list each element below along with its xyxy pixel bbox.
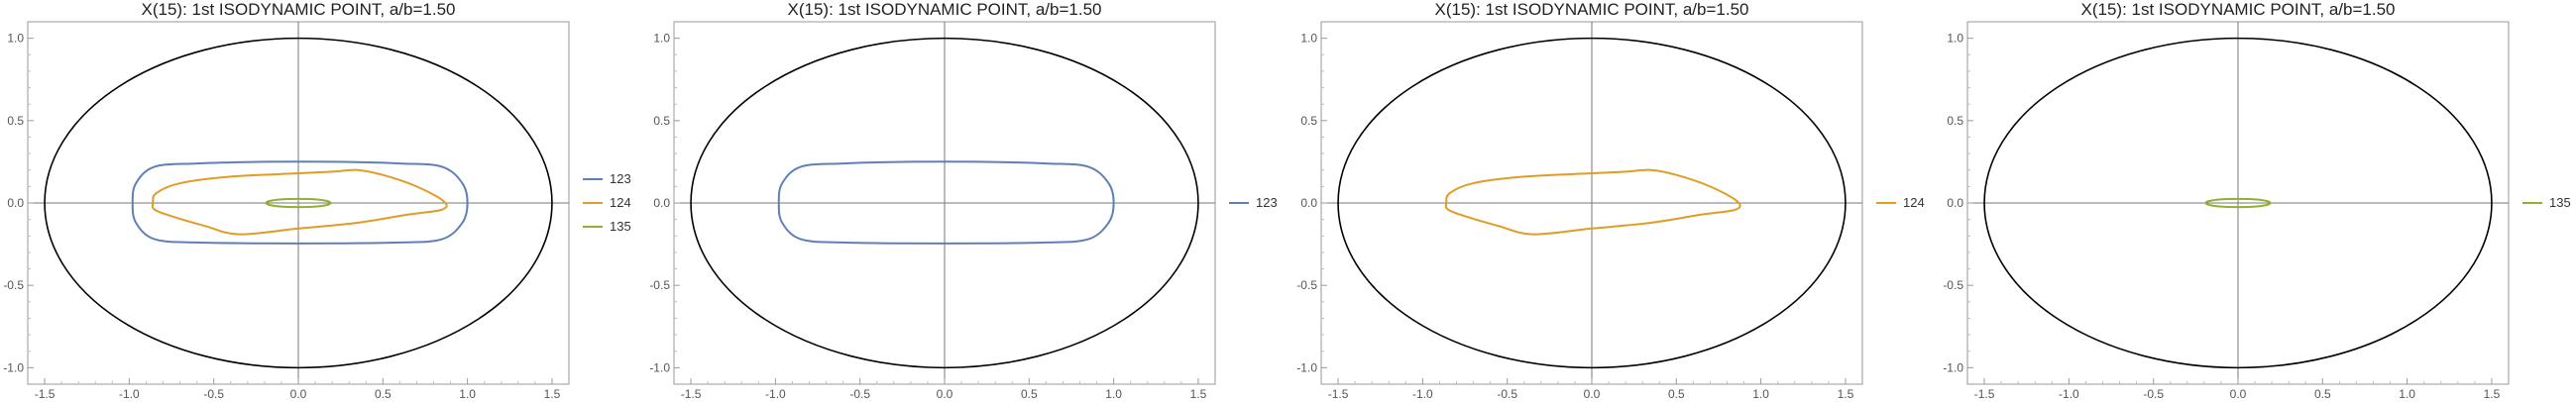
legend-label-123: 123 xyxy=(1256,195,1278,210)
legend-label-123: 123 xyxy=(610,171,631,186)
x-tick-label: 0.0 xyxy=(1584,387,1601,401)
y-tick-label: 0.5 xyxy=(1300,114,1317,128)
x-tick-label: 0.5 xyxy=(1021,387,1038,401)
y-tick-label: -0.5 xyxy=(1296,278,1317,292)
y-tick-label: -0.5 xyxy=(3,278,24,292)
x-tick-label: -1.5 xyxy=(35,387,56,401)
y-tick-label: 1.0 xyxy=(7,32,24,46)
y-tick-label: 0.0 xyxy=(653,196,670,210)
x-tick-label: 0.5 xyxy=(375,387,392,401)
y-tick-label: 0.5 xyxy=(1947,114,1963,128)
x-tick-label: 1.5 xyxy=(2484,387,2501,401)
x-tick-label: 1.5 xyxy=(1838,387,1854,401)
x-tick-label: 0.0 xyxy=(937,387,953,401)
y-tick-label: 0.5 xyxy=(7,114,24,128)
x-tick-label: -0.5 xyxy=(1497,387,1517,401)
x-tick-label: -1.0 xyxy=(1412,387,1433,401)
y-tick-label: 1.0 xyxy=(653,32,670,46)
x-tick-label: 1.5 xyxy=(544,387,561,401)
chart-svg: X(15): 1st ISODYNAMIC POINT, a/b=1.50 -1.… xyxy=(649,0,1278,401)
chart-svg: X(15): 1st ISODYNAMIC POINT, a/b=1.50 -1.… xyxy=(3,0,631,401)
series-line-123 xyxy=(777,160,1115,245)
series-line-123 xyxy=(131,160,469,245)
reference-ellipse xyxy=(44,37,553,369)
x-tick-label: -1.0 xyxy=(119,387,140,401)
y-tick-label: -1.0 xyxy=(649,360,670,374)
legend-label-124: 124 xyxy=(1903,195,1925,210)
x-tick-label: -1.5 xyxy=(1328,387,1349,401)
y-tick-label: 0.0 xyxy=(1947,196,1963,210)
chart-title: X(15): 1st ISODYNAMIC POINT, a/b=1.50 xyxy=(788,0,1102,19)
y-tick-label: 1.0 xyxy=(1947,32,1963,46)
x-tick-label: -1.5 xyxy=(681,387,702,401)
y-tick-label: -1.0 xyxy=(1296,360,1317,374)
x-tick-label: -0.5 xyxy=(203,387,224,401)
x-tick-label: -1.0 xyxy=(765,387,786,401)
y-tick-label: -1.0 xyxy=(3,360,24,374)
y-tick-label: 1.0 xyxy=(1300,32,1317,46)
x-tick-label: -0.5 xyxy=(849,387,870,401)
x-tick-label: 0.5 xyxy=(1668,387,1685,401)
reference-ellipse xyxy=(1337,37,1847,369)
y-tick-label: -0.5 xyxy=(1943,278,1963,292)
chart-title: X(15): 1st ISODYNAMIC POINT, a/b=1.50 xyxy=(142,0,456,19)
chart-panel-3: X(15): 1st ISODYNAMIC POINT, a/b=1.50 -1.… xyxy=(1293,0,1930,402)
x-tick-label: 1.0 xyxy=(1105,387,1122,401)
reference-ellipse xyxy=(1983,37,2493,369)
legend-label-135: 135 xyxy=(610,219,631,234)
x-tick-label: 1.5 xyxy=(1190,387,1207,401)
y-tick-label: 0.0 xyxy=(1300,196,1317,210)
y-tick-label: 0.0 xyxy=(7,196,24,210)
chart-svg: X(15): 1st ISODYNAMIC POINT, a/b=1.50 -1.… xyxy=(1296,0,1925,401)
x-tick-label: 1.0 xyxy=(1752,387,1769,401)
chart-title: X(15): 1st ISODYNAMIC POINT, a/b=1.50 xyxy=(2081,0,2396,19)
x-tick-label: 0.5 xyxy=(2314,387,2331,401)
x-tick-label: -1.5 xyxy=(1974,387,1995,401)
x-tick-label: -0.5 xyxy=(2143,387,2164,401)
chart-panel-4: X(15): 1st ISODYNAMIC POINT, a/b=1.50 -1.… xyxy=(1940,0,2576,402)
x-tick-label: 1.0 xyxy=(2399,387,2415,401)
series-line-135 xyxy=(2204,197,2272,209)
chart-title: X(15): 1st ISODYNAMIC POINT, a/b=1.50 xyxy=(1435,0,1749,19)
x-tick-label: 1.0 xyxy=(459,387,476,401)
y-tick-label: -0.5 xyxy=(649,278,670,292)
series-line-135 xyxy=(265,197,332,209)
chart-panel-2: X(15): 1st ISODYNAMIC POINT, a/b=1.50 -1.… xyxy=(646,0,1283,402)
y-tick-label: -1.0 xyxy=(1943,360,1963,374)
legend-label-135: 135 xyxy=(2549,195,2571,210)
series-line-124 xyxy=(151,168,448,236)
x-tick-label: 0.0 xyxy=(2230,387,2247,401)
x-tick-label: 0.0 xyxy=(290,387,307,401)
chart-svg: X(15): 1st ISODYNAMIC POINT, a/b=1.50 -1.… xyxy=(1943,0,2571,401)
y-tick-label: 0.5 xyxy=(653,114,670,128)
x-tick-label: -1.0 xyxy=(2059,387,2079,401)
reference-ellipse xyxy=(690,37,1199,369)
series-line-124 xyxy=(1444,168,1741,236)
legend-label-124: 124 xyxy=(610,195,631,210)
chart-panel-1: X(15): 1st ISODYNAMIC POINT, a/b=1.50 -1.… xyxy=(0,0,636,402)
